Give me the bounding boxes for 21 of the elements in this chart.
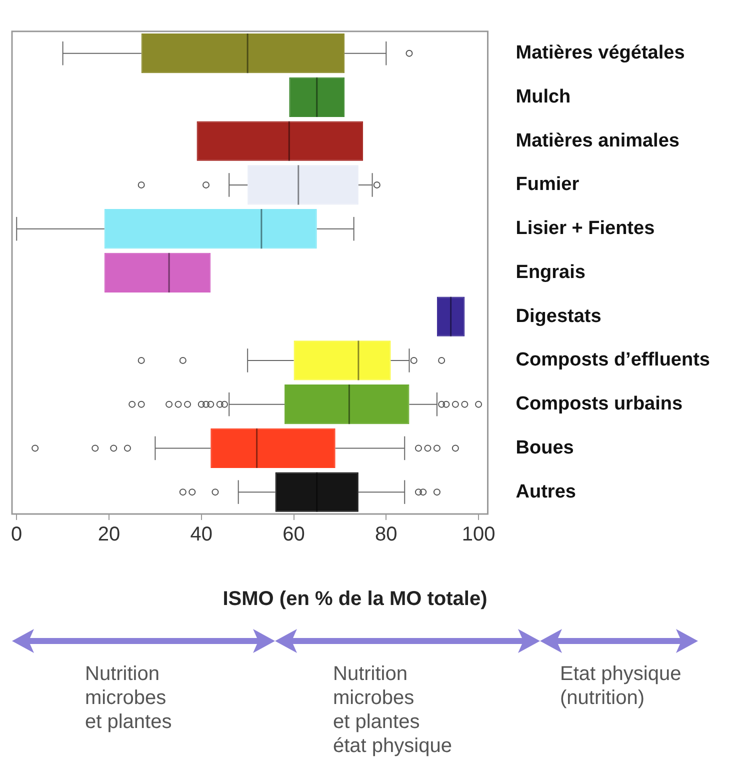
y-tick-label: Autres	[516, 481, 576, 502]
text: Etat physique (nutrition)	[560, 662, 682, 710]
y-tick-label: Digestats	[516, 306, 602, 327]
x-tick-label: 40	[190, 524, 213, 546]
y-tick-label: Matières végétales	[516, 42, 685, 64]
y-tick-label: Boues	[516, 437, 574, 458]
y-tick-label: Engrais	[516, 262, 586, 283]
y-tick-label: Lisier + Fientes	[516, 218, 655, 240]
text: Nutrition microbes et plantes état physique	[333, 662, 452, 758]
x-tick-label: 0	[11, 524, 22, 546]
x-axis-title: ISMO (en % de la MO totale)	[222, 588, 488, 611]
y-tick-label: Mulch	[516, 86, 571, 108]
y-tick-label: Fumier	[516, 174, 580, 196]
y-tick-label: Composts d’effluents	[516, 350, 710, 371]
x-tick-label: 20	[98, 524, 120, 546]
y-tick-label: Composts urbains	[516, 394, 683, 415]
y-tick-label: Matières animales	[516, 130, 680, 152]
x-tick-label: 60	[282, 524, 305, 546]
x-tick-label: 80	[375, 524, 398, 546]
text: Nutrition microbes et plantes	[85, 662, 172, 734]
x-tick-label: 100	[462, 524, 496, 546]
